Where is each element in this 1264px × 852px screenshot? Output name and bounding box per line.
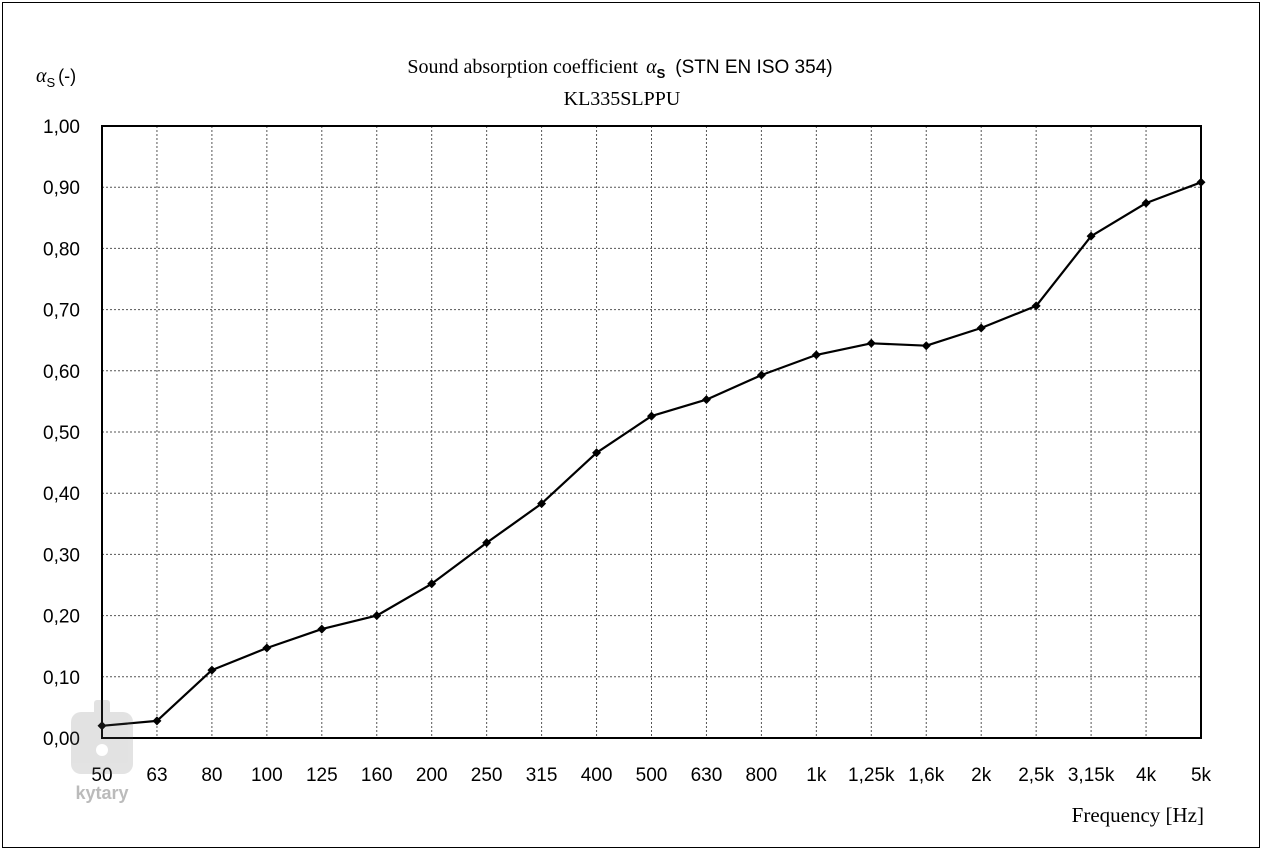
plot-area <box>101 125 1202 739</box>
data-point <box>427 579 437 589</box>
y-tick-label: 0,50 <box>43 423 80 444</box>
y-tick-label: 0,20 <box>43 607 80 628</box>
data-point <box>1141 198 1151 208</box>
data-point <box>756 370 766 380</box>
chart-subtitle: KL335SLPPU <box>564 88 681 110</box>
grid <box>102 126 1201 738</box>
y-tick-label: 0,60 <box>43 362 80 383</box>
x-tick-label: 100 <box>251 765 283 786</box>
y-tick-label: 0,00 <box>43 729 80 750</box>
y-axis-symbol: α <box>36 65 47 87</box>
x-tick-label: 5k <box>1191 765 1212 786</box>
x-tick-label: 200 <box>416 765 448 786</box>
x-tick-label: 630 <box>691 765 723 786</box>
x-tick-label: 63 <box>146 765 167 786</box>
data-point <box>1196 177 1206 187</box>
chart-title-standard: (STN EN ISO 354) <box>675 57 832 78</box>
data-point <box>482 538 492 548</box>
data-point <box>97 721 107 731</box>
x-tick-label: 315 <box>526 765 558 786</box>
x-tick-label: 2k <box>971 765 992 786</box>
chart-title: Sound absorption coefficient αS (STN EN IS… <box>407 56 832 81</box>
x-tick-label: 1k <box>806 765 827 786</box>
data-point <box>811 350 821 360</box>
y-tick-label: 0,80 <box>43 239 80 260</box>
y-tick-label: 0,40 <box>43 484 80 505</box>
x-tick-label: 4k <box>1136 765 1157 786</box>
data-point <box>317 624 327 634</box>
chart-title-symbol: α <box>646 56 657 78</box>
data-point <box>1031 301 1041 311</box>
watermark-text: kytary <box>75 783 128 803</box>
y-tick-label: 0,70 <box>43 301 80 322</box>
x-tick-labels: 50 63 80 100 125 160 200 250 315 400 500 630 800 1k 1,… <box>91 765 1211 786</box>
data-point <box>866 338 876 348</box>
y-tick-label: 0,30 <box>43 545 80 566</box>
data-point <box>701 395 711 405</box>
data-point <box>207 665 217 675</box>
y-tick-label: 1,00 <box>43 117 80 138</box>
watermark-logo-icon <box>71 700 133 774</box>
y-axis-unit: (-) <box>58 66 76 86</box>
y-tick-labels: 0,00 0,10 0,20 0,30 0,40 0,50 0,60 0,70 0,80 0,90… <box>43 117 80 750</box>
data-points <box>97 177 1206 731</box>
data-point <box>647 411 656 421</box>
x-tick-label: 125 <box>306 765 338 786</box>
data-point <box>152 716 162 726</box>
x-tick-label: 1,25k <box>848 765 895 786</box>
chart-title-symbol-sub: S <box>657 66 666 81</box>
x-tick-label: 3,15k <box>1068 765 1115 786</box>
data-point <box>976 323 986 333</box>
data-point <box>262 643 272 653</box>
data-point <box>372 611 382 621</box>
x-tick-label: 800 <box>746 765 778 786</box>
watermark: kytary <box>71 700 133 803</box>
y-tick-label: 0,90 <box>43 178 80 199</box>
data-point <box>537 499 547 509</box>
y-axis-label: αS (-) <box>36 65 76 90</box>
y-axis-symbol-sub: S <box>47 75 56 90</box>
x-tick-label: 400 <box>581 765 613 786</box>
data-point <box>1086 231 1096 241</box>
x-tick-label: 160 <box>361 765 393 786</box>
y-tick-label: 0,10 <box>43 668 80 689</box>
x-tick-label: 80 <box>201 765 222 786</box>
x-tick-label: 1,6k <box>908 765 944 786</box>
data-point <box>921 341 931 351</box>
x-tick-label: 250 <box>471 765 503 786</box>
chart-title-main: Sound absorption coefficient <box>407 56 638 78</box>
x-tick-label: 500 <box>636 765 668 786</box>
data-point <box>592 448 602 458</box>
x-tick-label: 2,5k <box>1018 765 1054 786</box>
x-axis-label: Frequency [Hz] <box>1072 803 1204 827</box>
x-tick-label: 50 <box>91 765 112 786</box>
